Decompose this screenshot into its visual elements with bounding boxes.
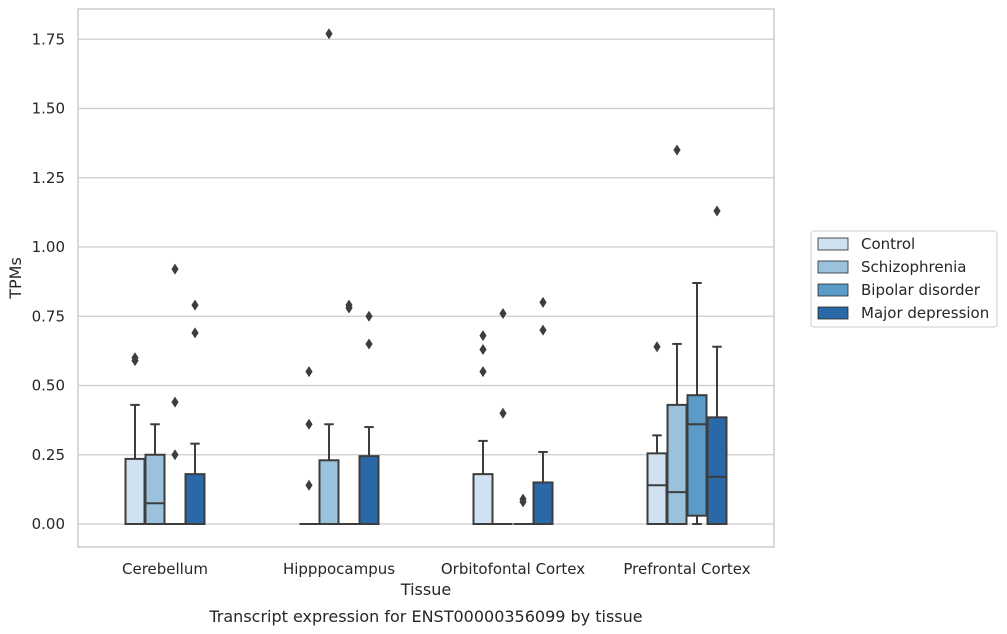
legend-swatch xyxy=(817,306,849,320)
y-tick-label: 0.50 xyxy=(32,377,65,395)
box-body xyxy=(686,394,708,517)
outlier-point xyxy=(499,307,507,319)
box-major-depression xyxy=(706,205,728,526)
y-tick-label: 1.00 xyxy=(32,238,65,256)
outlier-point xyxy=(713,205,721,217)
x-tick-label: Prefrontal Cortex xyxy=(623,560,750,578)
x-tick-label: Cerebellum xyxy=(122,560,208,578)
box-body xyxy=(144,453,166,525)
outlier-point xyxy=(539,296,547,308)
y-tick-label: 1.50 xyxy=(32,100,65,118)
box-body xyxy=(318,459,340,526)
y-tick-labels: 0.00 0.25 0.50 0.75 1.00 1.25 1.50 1.75 xyxy=(32,30,65,533)
box-major-depression xyxy=(358,310,380,526)
box-bipolar-disorder xyxy=(686,282,708,525)
outlier-point xyxy=(345,299,353,311)
plot-frame xyxy=(77,8,775,548)
outlier-point xyxy=(305,418,313,430)
x-tick-labels: Cerebellum Hipppocampus Orbitofontal Corte… xyxy=(122,560,751,578)
legend-label: Control xyxy=(861,235,915,253)
box-bipolar-disorder xyxy=(165,263,185,525)
legend-swatch xyxy=(817,260,849,274)
outlier-point xyxy=(191,327,199,339)
outlier-point xyxy=(171,449,179,461)
box-body xyxy=(706,416,728,526)
boxes xyxy=(124,28,728,526)
box-schizophrenia xyxy=(666,144,688,526)
outlier-point xyxy=(365,310,373,322)
x-tick-label: Orbitofontal Cortex xyxy=(441,560,585,578)
box-control xyxy=(472,330,494,526)
legend-label: Schizophrenia xyxy=(861,258,966,276)
outlier-point xyxy=(191,299,199,311)
outlier-point xyxy=(479,343,487,355)
y-tick-label: 1.75 xyxy=(32,30,65,48)
y-axis-title: TPMs xyxy=(6,257,25,300)
outlier-point xyxy=(305,366,313,378)
box-major-depression xyxy=(184,299,206,526)
box-body xyxy=(184,473,206,526)
box-body xyxy=(532,481,554,526)
box-bipolar-disorder xyxy=(339,299,359,525)
legend-swatch xyxy=(817,237,849,251)
outlier-point xyxy=(479,366,487,378)
outlier-point xyxy=(519,493,527,505)
box-body xyxy=(646,452,668,525)
outlier-point xyxy=(673,144,681,156)
y-tick-label: 0.75 xyxy=(32,307,65,325)
legend-entries: Control Schizophrenia Bipolar disorder Majo… xyxy=(817,235,989,322)
outlier-point xyxy=(539,324,547,336)
outlier-point xyxy=(131,352,139,364)
legend: Control Schizophrenia Bipolar disorder Majo… xyxy=(810,230,998,328)
outlier-point xyxy=(479,330,487,342)
legend-label: Major depression xyxy=(861,304,989,322)
box-control xyxy=(299,366,319,525)
box-major-depression xyxy=(532,296,554,526)
legend-swatch xyxy=(817,283,849,297)
y-tick-label: 0.25 xyxy=(32,446,65,464)
outlier-point xyxy=(325,28,333,40)
legend-frame xyxy=(810,230,998,328)
outlier-point xyxy=(365,338,373,350)
box-control xyxy=(646,341,668,525)
box-body xyxy=(124,457,146,525)
box-body xyxy=(472,473,494,526)
box-schizophrenia xyxy=(144,423,166,525)
box-bipolar-disorder xyxy=(513,493,533,525)
legend-label: Bipolar disorder xyxy=(861,281,981,299)
outlier-point xyxy=(499,407,507,419)
outlier-point xyxy=(171,263,179,275)
y-tick-label: 0.00 xyxy=(32,515,65,533)
chart-caption: Transcript expression for ENST0000035609… xyxy=(208,607,642,626)
box-body xyxy=(666,403,688,526)
box-control xyxy=(124,352,146,525)
outlier-point xyxy=(171,396,179,408)
x-axis-title: Tissue xyxy=(400,580,451,599)
box-body xyxy=(358,455,380,526)
outlier-point xyxy=(305,479,313,491)
box-schizophrenia xyxy=(318,28,340,526)
outlier-point xyxy=(653,341,661,353)
y-tick-label: 1.25 xyxy=(32,169,65,187)
x-tick-label: Hipppocampus xyxy=(283,560,395,578)
box-schizophrenia xyxy=(493,307,513,525)
